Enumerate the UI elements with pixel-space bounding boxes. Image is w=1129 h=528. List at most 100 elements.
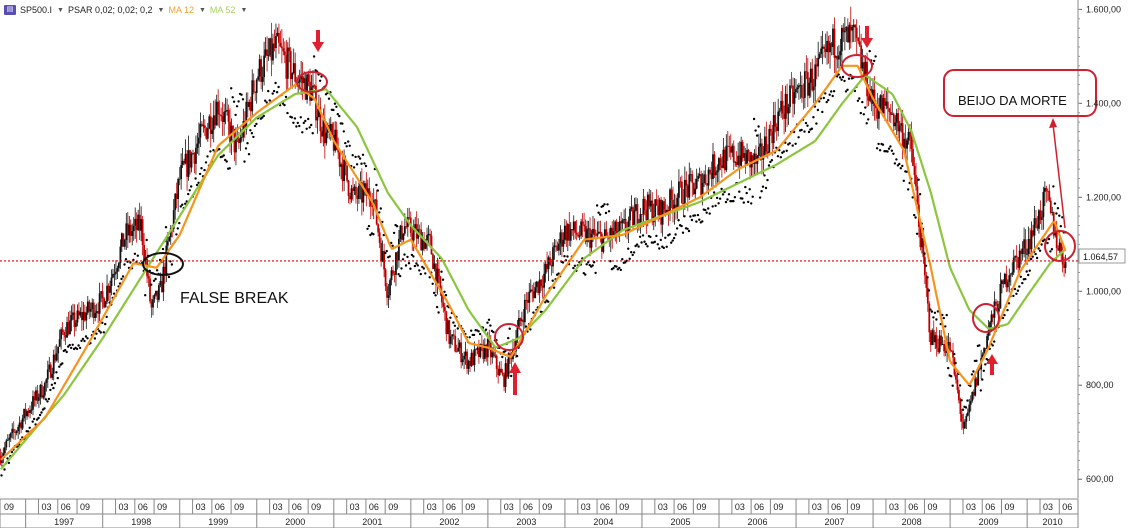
- candle-body: [113, 273, 116, 275]
- psar-dot: [972, 370, 975, 373]
- month-label: 06: [677, 502, 687, 512]
- candle-body: [849, 24, 852, 31]
- psar-dot: [52, 386, 55, 390]
- psar-dot: [347, 140, 350, 143]
- candle-body: [334, 129, 337, 151]
- legend-ma52[interactable]: MA 52: [209, 5, 236, 15]
- psar-dot: [507, 336, 510, 340]
- psar-dot: [744, 185, 747, 189]
- candle-body: [1057, 248, 1060, 251]
- psar-dot: [378, 211, 381, 214]
- candle-body: [685, 179, 688, 186]
- psar-dot: [367, 224, 371, 228]
- month-label: 03: [504, 502, 514, 512]
- psar-dot: [70, 346, 73, 350]
- psar-dot: [895, 158, 898, 161]
- year-label: 2003: [516, 517, 536, 527]
- y-axis: 600,00 800,00 1.000,00 1.200,00 1.400,00 1.60…: [1078, 4, 1121, 484]
- candle-body: [83, 311, 86, 321]
- psar-dot: [68, 343, 71, 347]
- psar-dot: [658, 247, 661, 250]
- candle-body: [279, 42, 282, 47]
- candle-body: [377, 224, 380, 233]
- candle-body: [766, 151, 769, 155]
- psar-dot: [868, 49, 871, 53]
- candle-body: [769, 128, 772, 132]
- candle-body: [537, 281, 540, 294]
- psar-dot: [665, 245, 668, 248]
- candle-body: [755, 153, 757, 164]
- candle-body: [765, 136, 768, 152]
- candle-body: [630, 207, 633, 209]
- psar-dot: [318, 79, 322, 83]
- candle-body: [140, 219, 143, 231]
- psar-dot: [764, 186, 768, 190]
- candle-body: [252, 80, 255, 93]
- candle-body: [272, 43, 274, 61]
- psar-dot: [484, 328, 488, 331]
- candle-body: [526, 300, 529, 303]
- candle-body: [325, 132, 328, 144]
- candle-body: [611, 227, 614, 237]
- beijo-label: BEIJO DA MORTE: [958, 93, 1067, 108]
- psar-dot: [358, 157, 362, 160]
- legend-psar[interactable]: PSAR 0,02; 0,02; 0,2: [67, 5, 153, 15]
- legend-symbol[interactable]: SP500.I: [20, 5, 53, 15]
- psar-dot: [932, 316, 935, 319]
- candle-body: [592, 228, 594, 234]
- psar-dot: [935, 318, 938, 321]
- psar-dot: [672, 236, 676, 240]
- candle-body: [436, 268, 439, 285]
- symbol-icon[interactable]: ▤: [4, 5, 16, 15]
- dropdown-icon[interactable]: ▼: [240, 6, 248, 14]
- psar-dot: [361, 153, 365, 156]
- candle-body: [935, 335, 938, 349]
- year-label: 2004: [593, 517, 613, 527]
- candle-body: [399, 225, 402, 239]
- legend-ma12[interactable]: MA 12: [168, 5, 194, 15]
- psar-dot: [344, 141, 347, 145]
- psar-dot: [606, 203, 609, 206]
- candle-body: [805, 71, 808, 73]
- candle-body: [153, 294, 156, 300]
- dropdown-icon[interactable]: ▼: [157, 6, 165, 14]
- candle-body: [64, 335, 67, 338]
- psar-dot: [355, 163, 359, 166]
- month-label: 09: [465, 502, 475, 512]
- month-label: 03: [735, 502, 745, 512]
- candle-body: [291, 73, 294, 79]
- dropdown-icon[interactable]: ▼: [198, 6, 206, 14]
- candle-body: [278, 32, 280, 43]
- psar-dot: [767, 164, 771, 167]
- last-price-label: 1.064,57: [1083, 252, 1118, 262]
- candle-body: [1014, 255, 1017, 258]
- month-label: 09: [542, 502, 552, 512]
- candle-body: [741, 141, 744, 158]
- dropdown-icon[interactable]: ▼: [57, 6, 64, 14]
- psar-dot: [926, 276, 929, 279]
- psar-dot: [701, 220, 704, 223]
- psar-dot: [212, 149, 215, 152]
- candle-body: [69, 320, 71, 335]
- psar-dot: [686, 227, 689, 230]
- psar-dot: [188, 189, 191, 192]
- candle-body: [73, 312, 76, 327]
- psar-dot: [175, 233, 178, 236]
- candle-body: [91, 302, 94, 309]
- psar-dot: [308, 126, 311, 129]
- candle-body: [443, 306, 446, 312]
- psar-dot: [563, 255, 566, 258]
- candle-body: [781, 100, 784, 114]
- psar-dot: [431, 282, 434, 285]
- psar-dot: [225, 160, 228, 163]
- year-label: 2009: [979, 517, 999, 527]
- candle-body: [36, 390, 39, 401]
- candle-body: [100, 291, 103, 294]
- signal-arrows: [312, 26, 998, 395]
- candle-body: [78, 310, 80, 316]
- buy-circle-2009: [972, 303, 1000, 333]
- psar-dot: [351, 154, 354, 157]
- psar-dot: [456, 327, 459, 330]
- psar-dot: [71, 343, 74, 346]
